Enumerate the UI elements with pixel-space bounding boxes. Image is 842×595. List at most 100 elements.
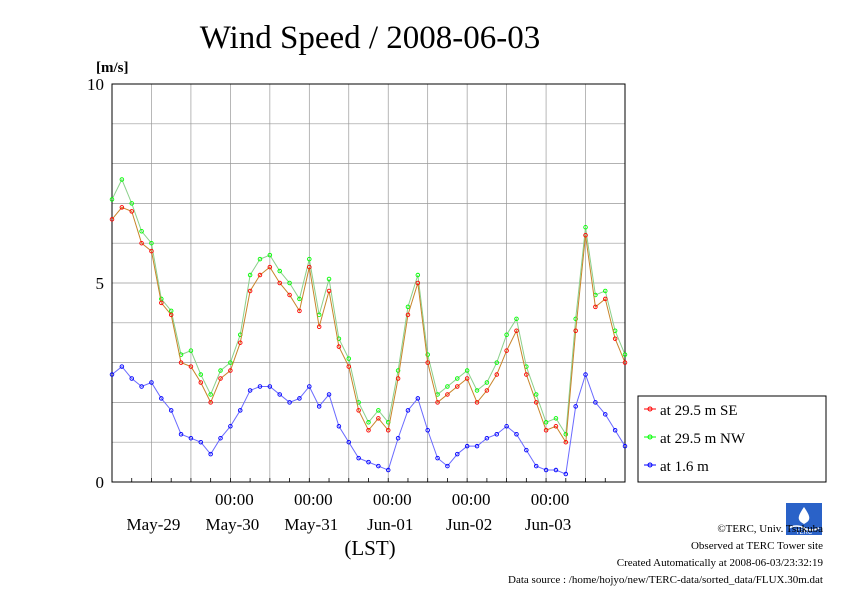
data-point: [287, 280, 292, 286]
data-point: [366, 459, 371, 465]
data-point: [228, 424, 233, 429]
x-date-tick-label: Jun-03: [525, 515, 571, 534]
data-point: [307, 264, 312, 270]
data-point: [395, 435, 401, 441]
x-time-tick-label: 00:00: [452, 490, 491, 509]
legend-swatch-marker: [647, 406, 653, 412]
data-point: [484, 380, 490, 385]
y-tick-label: 5: [96, 274, 105, 293]
legend-label: at 29.5 m NW: [660, 431, 746, 447]
data-point: [455, 384, 460, 389]
data-point: [593, 304, 598, 310]
data-point: [316, 404, 322, 409]
data-point: [494, 360, 500, 365]
data-point: [218, 376, 223, 381]
data-point: [307, 384, 312, 389]
data-point: [405, 408, 411, 413]
data-point: [297, 296, 302, 302]
data-point: [376, 408, 381, 413]
data-point: [445, 463, 450, 469]
data-point: [277, 268, 282, 274]
data-point: [307, 256, 312, 262]
plot-frame: [111, 83, 626, 483]
data-point: [563, 439, 569, 445]
data-point: [326, 392, 332, 397]
data-point: [622, 443, 628, 449]
data-point: [415, 272, 421, 278]
data-point: [326, 288, 332, 294]
data-point: [622, 352, 628, 357]
data-point: [376, 416, 381, 421]
data-point: [484, 388, 490, 393]
x-date-tick-label: May-29: [127, 515, 181, 534]
data-point: [376, 463, 381, 469]
data-point: [543, 428, 549, 433]
data-source-text: Data source : /home/hojyo/new/TERC-data/…: [508, 574, 823, 586]
data-point: [198, 372, 204, 377]
data-point: [524, 372, 529, 377]
data-point: [139, 384, 144, 389]
data-point: [336, 344, 342, 349]
data-point: [504, 424, 509, 429]
data-point: [247, 388, 253, 393]
x-time-tick-label: 00:00: [531, 490, 570, 509]
data-point: [267, 384, 273, 389]
data-point: [533, 463, 539, 469]
data-point: [494, 431, 500, 437]
series-line: [111, 178, 626, 436]
series-0: [109, 205, 628, 445]
data-point: [356, 408, 361, 413]
data-point: [543, 420, 549, 425]
data-point: [277, 280, 282, 286]
data-point: [356, 455, 361, 461]
data-point: [425, 352, 430, 357]
data-point: [336, 424, 342, 429]
data-point: [385, 428, 391, 433]
data-point: [139, 240, 144, 246]
data-point: [149, 248, 154, 254]
data-point: [228, 360, 233, 365]
chart-title: Wind Speed / 2008-06-03: [200, 20, 541, 56]
observed-text: Observed at TERC Tower site: [691, 540, 823, 552]
data-point: [257, 256, 263, 262]
data-point: [573, 328, 578, 334]
data-point: [237, 408, 243, 413]
legend-box: [637, 395, 827, 483]
data-point: [287, 400, 292, 405]
data-point: [237, 340, 243, 345]
data-point: [593, 400, 598, 405]
data-point: [415, 396, 421, 401]
terc-logo: TERC: [786, 503, 822, 536]
legend: at 29.5 m SE at 29.5 m NW at 1.6 m: [637, 395, 827, 483]
data-point: [149, 240, 154, 246]
data-point: [109, 372, 115, 377]
data-point: [257, 272, 263, 278]
data-point: [178, 360, 184, 365]
grid-lines: [112, 84, 625, 482]
data-point: [119, 364, 125, 369]
data-point: [603, 296, 608, 302]
data-point: [168, 312, 174, 318]
x-date-tick-label: May-30: [205, 515, 259, 534]
data-point: [405, 304, 411, 310]
x-date-tick-label: May-31: [284, 515, 338, 534]
data-point: [445, 392, 450, 397]
data-point: [178, 431, 184, 437]
data-point: [109, 217, 115, 222]
data-point: [455, 451, 460, 457]
data-point: [346, 439, 352, 445]
water-drop-icon: [798, 507, 810, 524]
y-tick-labels: 0 5 10: [87, 75, 104, 492]
series-2: [109, 364, 628, 477]
data-point: [257, 384, 263, 389]
data-point: [435, 455, 440, 461]
data-point: [385, 467, 391, 473]
data-point: [208, 451, 213, 457]
copyright-text: ©TERC, Univ. Tsukuba: [717, 523, 823, 535]
data-point: [514, 431, 519, 437]
data-point: [435, 400, 440, 405]
data-point: [573, 404, 578, 409]
data-point: [188, 348, 194, 353]
data-point: [109, 197, 115, 202]
data-point: [514, 316, 519, 322]
